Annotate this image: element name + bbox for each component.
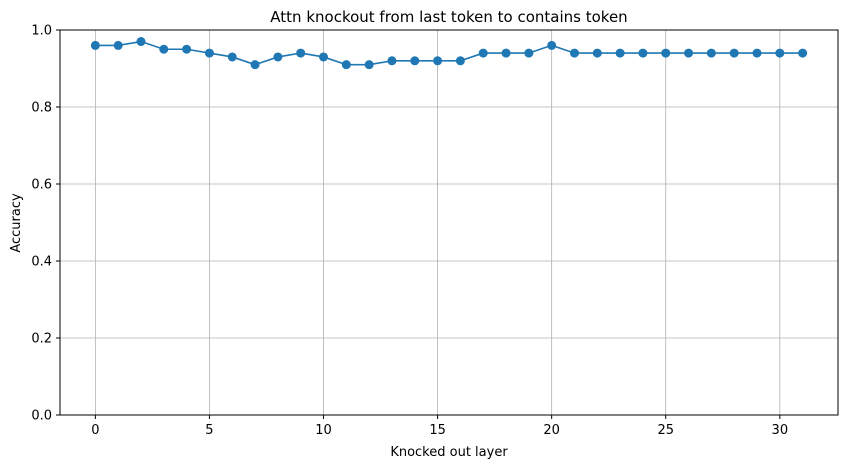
- y-axis-label: Accuracy: [9, 193, 24, 253]
- data-point: [273, 52, 283, 62]
- data-point: [250, 60, 260, 70]
- data-point: [341, 60, 351, 70]
- data-point: [227, 52, 237, 62]
- data-point: [569, 48, 579, 58]
- x-axis-ticks: 0 5 10 15 20 25 30: [91, 415, 788, 438]
- data-point: [159, 44, 169, 54]
- data-point: [387, 56, 397, 66]
- data-point: [478, 48, 488, 58]
- data-point: [296, 48, 306, 58]
- data-point: [501, 48, 511, 58]
- data-point: [524, 48, 534, 58]
- x-tick-label: 0: [91, 423, 99, 438]
- x-tick-label: 30: [772, 423, 789, 438]
- x-tick-label: 10: [315, 423, 332, 438]
- data-point: [113, 40, 123, 50]
- data-point: [729, 48, 739, 58]
- x-axis-label: Knocked out layer: [390, 445, 508, 460]
- data-point: [455, 56, 465, 66]
- y-tick-label: 0.4: [31, 255, 52, 270]
- series-layer: [90, 37, 808, 70]
- data-point: [798, 48, 808, 58]
- x-tick-label: 25: [657, 423, 674, 438]
- data-point: [136, 37, 146, 47]
- y-tick-label: 0.6: [31, 178, 52, 193]
- data-point: [592, 48, 602, 58]
- x-tick-label: 20: [543, 423, 560, 438]
- y-tick-label: 0.2: [31, 332, 52, 347]
- data-point: [204, 48, 214, 58]
- y-tick-label: 0.0: [31, 409, 52, 424]
- data-point: [706, 48, 716, 58]
- x-tick-label: 5: [205, 423, 213, 438]
- y-tick-label: 0.8: [31, 101, 52, 116]
- data-point: [661, 48, 671, 58]
- data-point: [410, 56, 420, 66]
- data-point: [775, 48, 785, 58]
- data-point: [684, 48, 694, 58]
- data-point: [433, 56, 443, 66]
- data-point: [547, 40, 557, 50]
- y-axis-ticks: 0.0 0.2 0.4 0.6 0.8 1.0: [31, 24, 60, 424]
- data-point: [182, 44, 192, 54]
- data-point: [90, 40, 100, 50]
- x-tick-label: 15: [429, 423, 446, 438]
- y-tick-label: 1.0: [31, 24, 52, 39]
- data-point: [638, 48, 648, 58]
- data-point: [615, 48, 625, 58]
- data-point: [364, 60, 374, 70]
- data-point: [319, 52, 329, 62]
- chart-title: Attn knockout from last token to contain…: [270, 8, 627, 26]
- plot-frame: [59, 29, 839, 416]
- data-point: [752, 48, 762, 58]
